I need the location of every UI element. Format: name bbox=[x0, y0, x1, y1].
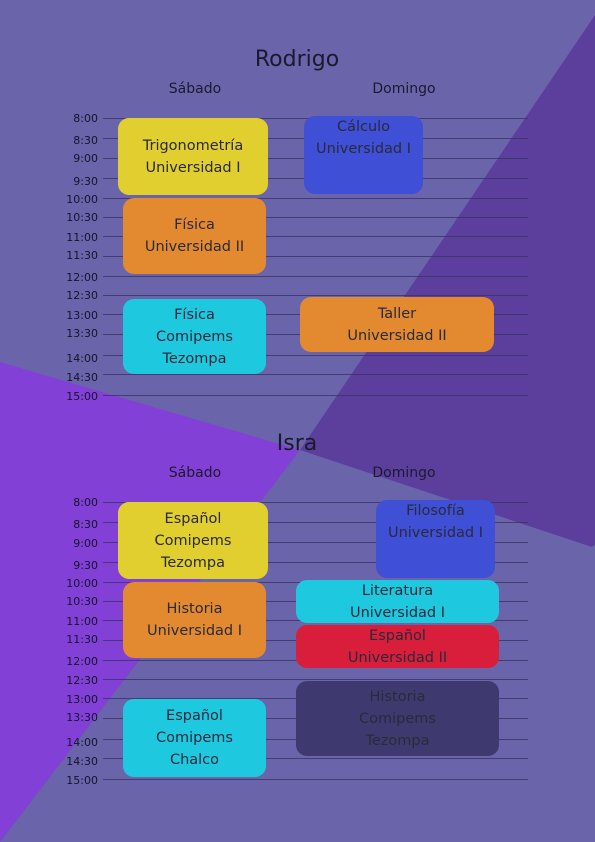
time-label: 11:00 bbox=[66, 231, 98, 244]
class-block-espanol-universidad[interactable]: Español Universidad II bbox=[296, 625, 499, 668]
class-subject: Español bbox=[369, 627, 426, 644]
class-place: Comipems bbox=[156, 328, 233, 345]
time-label: 14:00 bbox=[66, 736, 98, 749]
grid-line bbox=[103, 779, 528, 780]
grid-line bbox=[103, 374, 528, 375]
class-block-historia-tezompa[interactable]: Historia Comipems Tezompa bbox=[296, 681, 499, 756]
time-label: 9:00 bbox=[73, 152, 98, 165]
time-label: 13:30 bbox=[66, 327, 98, 340]
class-subject: Taller bbox=[377, 305, 417, 322]
grid-line bbox=[103, 758, 528, 759]
grid-line bbox=[103, 276, 528, 277]
grid-line bbox=[103, 256, 528, 257]
time-label: 15:00 bbox=[66, 390, 98, 403]
class-block-filosofia[interactable]: Filosofía Universidad I bbox=[376, 500, 495, 578]
class-place-2: Tezompa bbox=[162, 350, 227, 367]
class-place: Universidad I bbox=[315, 141, 412, 157]
time-label: 13:00 bbox=[66, 693, 98, 706]
day-header-saturday: Sábado bbox=[168, 465, 222, 481]
class-place: Universidad I bbox=[145, 159, 241, 176]
class-subject: Física bbox=[174, 217, 215, 233]
grid-line bbox=[103, 395, 528, 396]
class-subject: Filosofía bbox=[406, 503, 465, 519]
time-label: 11:00 bbox=[66, 615, 98, 628]
grid-line bbox=[103, 198, 528, 199]
class-block-espanol-tezompa[interactable]: Español Comipems Tezompa bbox=[118, 502, 268, 579]
class-block-trigonometria[interactable]: Trigonometría Universidad I bbox=[118, 118, 268, 195]
class-place-2: Tezompa bbox=[365, 732, 430, 749]
grid-line bbox=[103, 562, 528, 563]
time-label: 12:00 bbox=[66, 271, 98, 284]
class-place: Universidad II bbox=[347, 649, 448, 666]
class-place: Universidad II bbox=[347, 327, 447, 344]
time-label: 12:30 bbox=[66, 674, 98, 687]
grid-line bbox=[103, 236, 528, 237]
class-block-taller[interactable]: Taller Universidad II bbox=[300, 297, 494, 352]
time-label: 9:30 bbox=[73, 559, 98, 572]
grid-line bbox=[103, 217, 528, 218]
time-label: 8:30 bbox=[73, 134, 98, 147]
grid-line bbox=[103, 295, 528, 296]
time-label: 10:00 bbox=[66, 193, 98, 206]
class-place: Universidad I bbox=[349, 604, 446, 621]
day-header-sunday: Domingo bbox=[372, 81, 436, 97]
time-label: 9:00 bbox=[73, 537, 98, 550]
time-label: 10:30 bbox=[66, 211, 98, 224]
time-label: 12:00 bbox=[66, 655, 98, 668]
class-place: Comipems bbox=[156, 730, 233, 746]
schedule-title-rodrigo: Rodrigo bbox=[254, 47, 340, 72]
time-label: 9:30 bbox=[73, 175, 98, 188]
time-label: 14:00 bbox=[66, 352, 98, 365]
class-place: Comipems bbox=[359, 710, 436, 727]
class-subject: Literatura bbox=[361, 582, 434, 599]
time-label: 11:30 bbox=[66, 633, 98, 646]
class-subject: Historia bbox=[369, 688, 426, 705]
class-place: Universidad I bbox=[387, 525, 484, 541]
class-place-2: Chalco bbox=[169, 752, 220, 768]
class-block-espanol-chalco[interactable]: Español Comipems Chalco bbox=[123, 699, 266, 777]
class-subject: Física bbox=[174, 306, 215, 323]
time-label: 8:00 bbox=[73, 496, 98, 509]
class-block-calculo[interactable]: Cálculo Universidad I bbox=[304, 116, 423, 194]
time-label: 8:00 bbox=[73, 112, 98, 125]
grid-line bbox=[103, 355, 528, 356]
class-subject: Trigonometría bbox=[142, 137, 244, 154]
time-label: 14:30 bbox=[66, 371, 98, 384]
class-subject: Cálculo bbox=[336, 119, 391, 135]
time-label: 11:30 bbox=[66, 249, 98, 262]
time-label: 10:00 bbox=[66, 577, 98, 590]
class-subject: Español bbox=[166, 708, 223, 724]
time-label: 8:30 bbox=[73, 518, 98, 531]
class-place: Comipems bbox=[154, 532, 232, 549]
class-subject: Historia bbox=[166, 601, 223, 617]
class-place: Universidad I bbox=[146, 623, 243, 639]
class-block-fisica-comipems[interactable]: Física Comipems Tezompa bbox=[123, 299, 266, 374]
class-block-fisica[interactable]: Física Universidad II bbox=[123, 198, 266, 274]
time-label: 12:30 bbox=[66, 289, 98, 302]
class-place-2: Tezompa bbox=[160, 554, 225, 571]
time-label: 15:00 bbox=[66, 774, 98, 787]
grid-line bbox=[103, 502, 528, 503]
schedule-title-isra: Isra bbox=[276, 431, 318, 456]
class-subject: Español bbox=[164, 510, 222, 527]
grid-line bbox=[103, 522, 528, 523]
time-label: 10:30 bbox=[66, 595, 98, 608]
grid-line bbox=[103, 679, 528, 680]
time-label: 13:00 bbox=[66, 309, 98, 322]
class-block-historia[interactable]: Historia Universidad I bbox=[123, 582, 266, 658]
day-header-saturday: Sábado bbox=[168, 81, 222, 97]
day-header-sunday: Domingo bbox=[372, 465, 436, 481]
class-block-literatura[interactable]: Literatura Universidad I bbox=[296, 580, 499, 623]
grid-line bbox=[103, 542, 528, 543]
time-label: 14:30 bbox=[66, 755, 98, 768]
class-place: Universidad II bbox=[144, 239, 245, 255]
time-label: 13:30 bbox=[66, 711, 98, 724]
